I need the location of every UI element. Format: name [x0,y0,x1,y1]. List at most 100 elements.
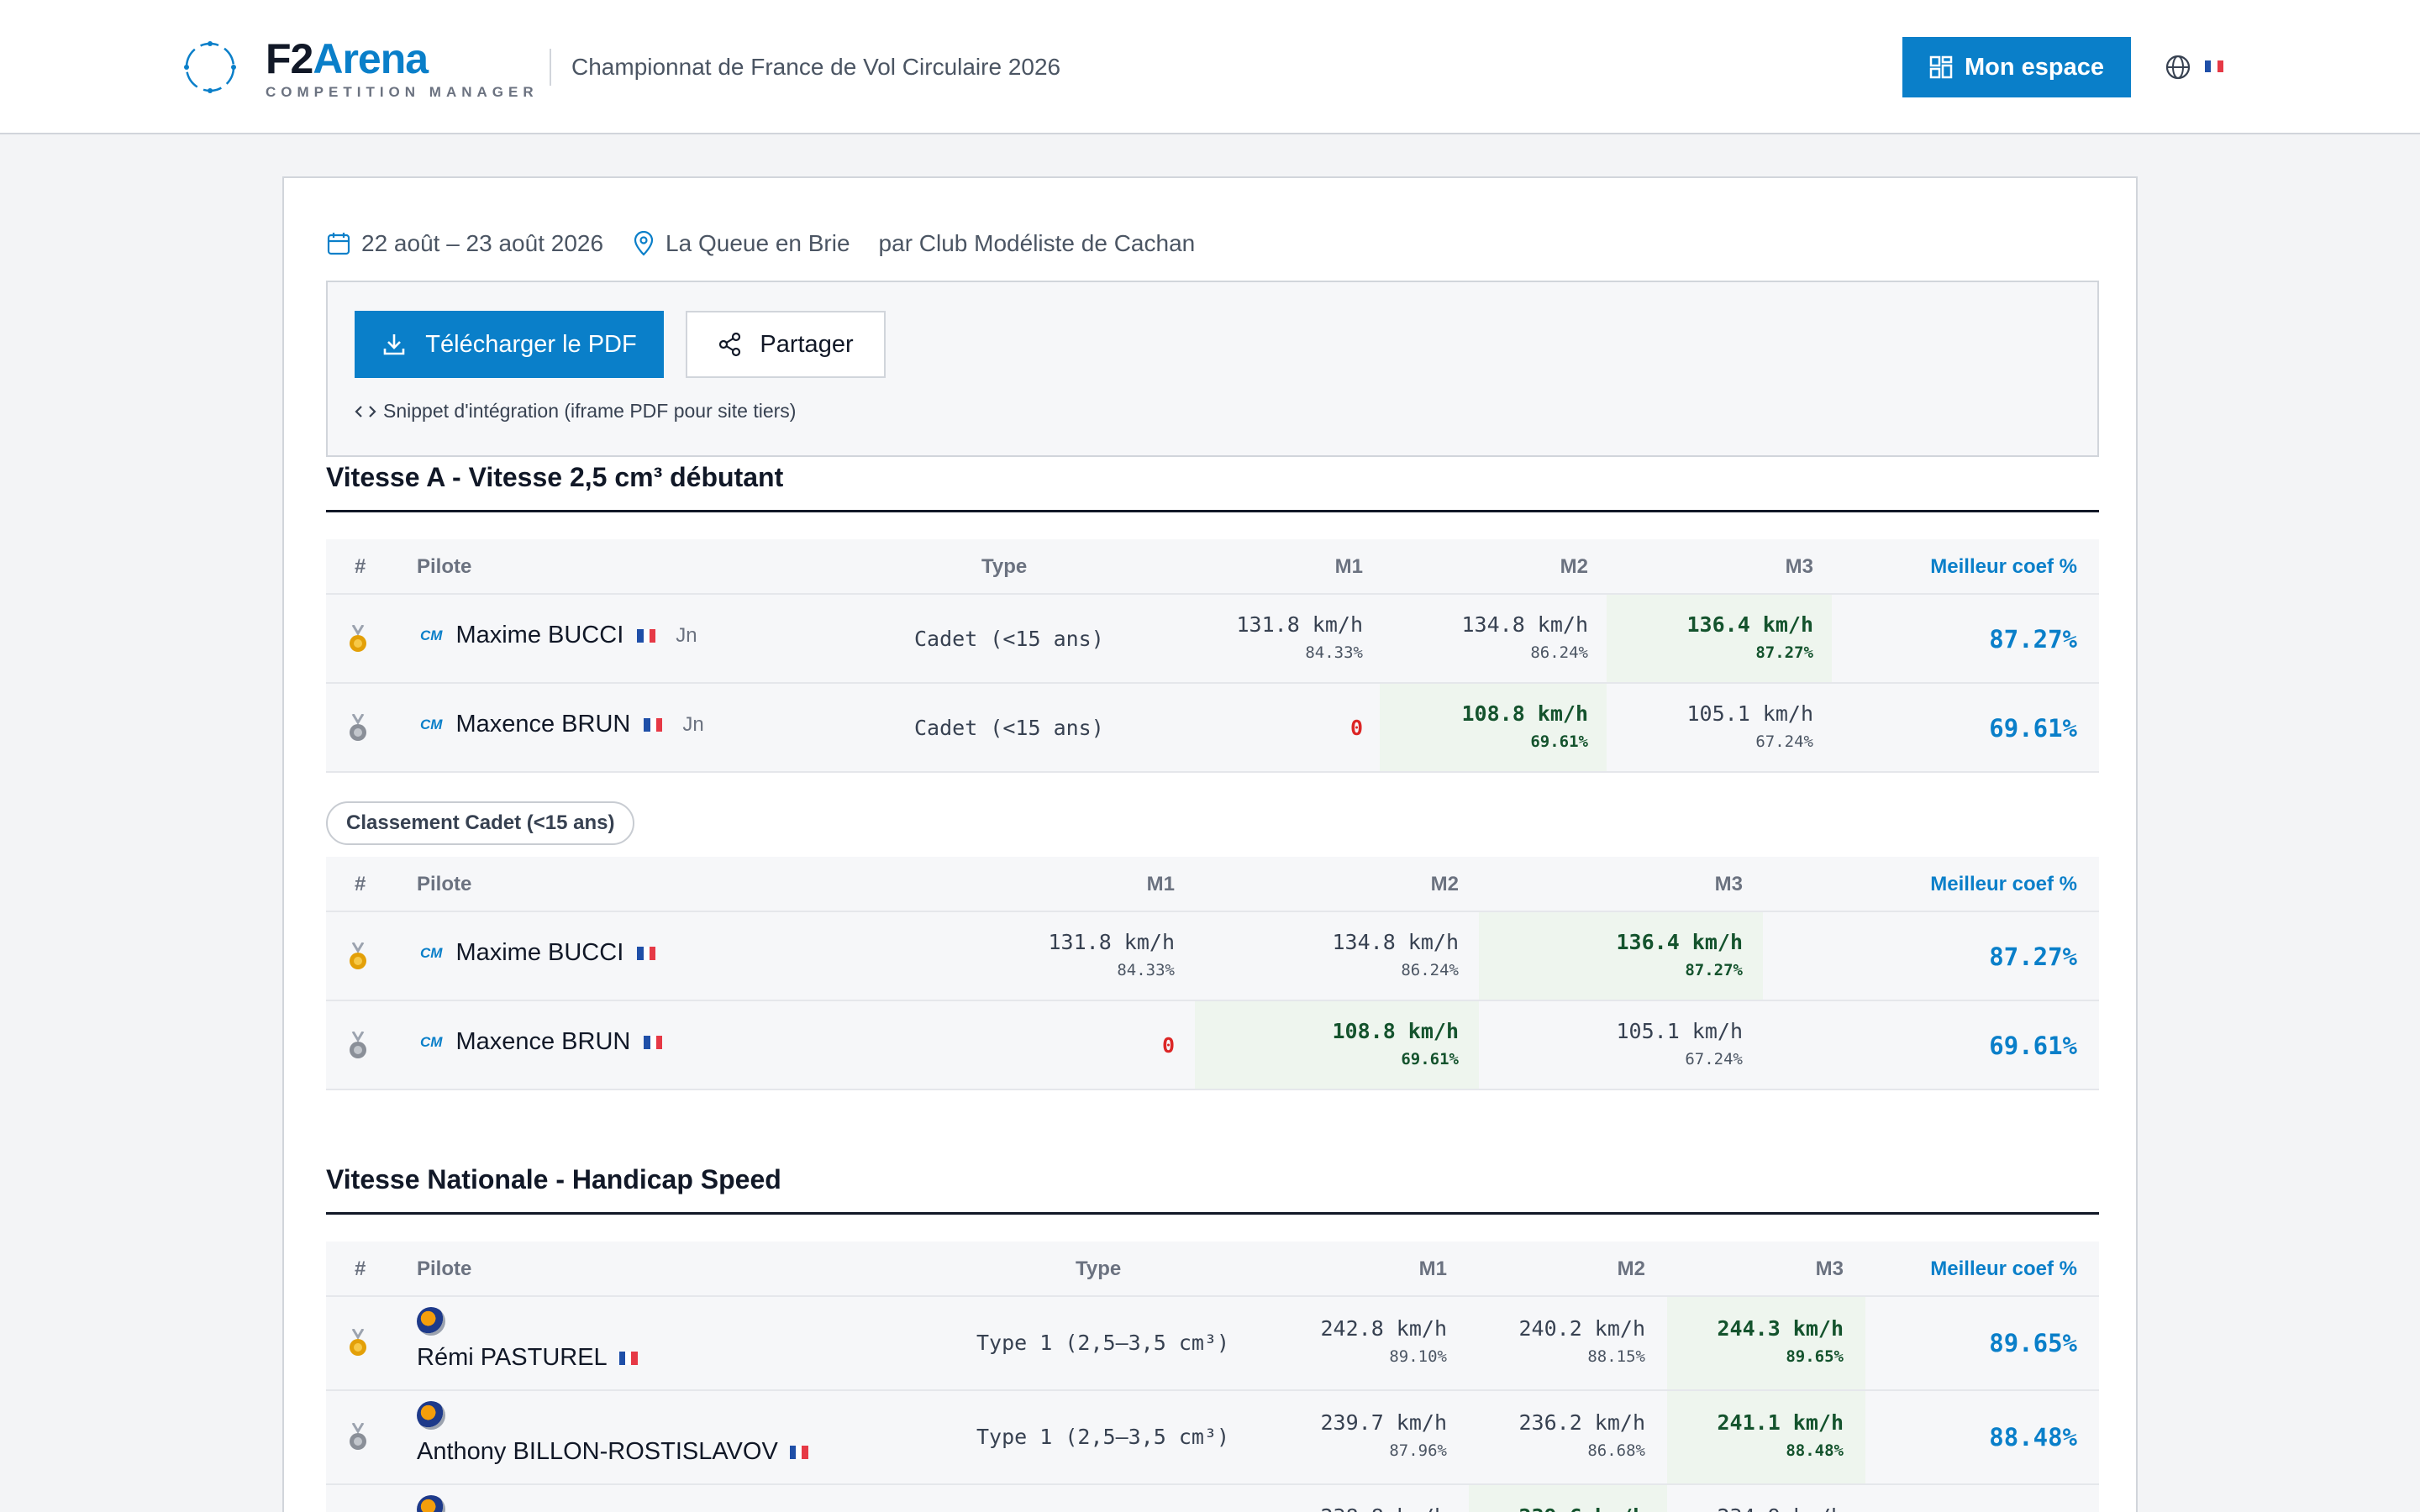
section-divider [326,510,2099,512]
share-label: Partager [760,330,854,358]
m2-cell: 108.8 km/h 69.61% [1461,701,1588,751]
pilot-name[interactable]: Maxence BRUN [455,1028,631,1055]
table-row[interactable]: Rémi PASTUREL Type 1 (2,5–3,5 cm³) 242.8… [326,1297,2099,1391]
best-coef-cell: 87.27% [1989,942,2077,971]
table-row[interactable]: CM Maxence BRUN 0 108.8 km/h 69.61% 105.1… [326,1001,2099,1090]
pilot-name[interactable]: Rémi PASTUREL [417,1344,608,1371]
section-title: Vitesse A - Vitesse 2,5 cm³ débutant [326,462,784,492]
club-logo-icon [417,1307,445,1336]
club-logo-icon [417,1495,445,1512]
col-m3: M3 [1815,1257,1844,1280]
best-coef-cell: 87.27% [1989,625,2077,654]
club-logo-icon [417,1401,445,1430]
pilot-name[interactable]: Anthony BILLON-ROSTISLAVOV [417,1438,778,1465]
share-icon [719,332,741,357]
pilot-cell: CM Maxime BUCCI Jn [420,622,697,649]
event-location: La Queue en Brie [666,230,850,256]
flag-fr-icon [637,628,656,643]
globe-icon[interactable] [2165,54,2191,81]
col-m2: M2 [1617,1257,1645,1280]
embed-snippet-toggle[interactable]: Snippet d'intégration (iframe PDF pour s… [355,400,796,423]
club-badge: CM [420,716,443,732]
m2-cell: 134.8 km/h 86.24% [1461,612,1588,662]
best-coef-cell: 69.61% [1989,1032,2077,1060]
table-row[interactable]: CM Maxime BUCCI 131.8 km/h 84.33% 134.8 k… [326,912,2099,1001]
best-coef-cell: 88.48% [1989,1423,2077,1452]
m2-cell: 134.8 km/h 86.24% [1332,930,1459,979]
map-pin-icon [634,231,654,256]
silver-medal-icon [350,714,366,741]
m1-cell: 238.8 km/h [1320,1502,1447,1512]
pilot-name[interactable]: Maxence BRUN [455,711,631,738]
best-coef-cell: 69.61% [1989,714,2077,743]
col-type: Type [981,555,1028,578]
pilot-name[interactable]: Maxime BUCCI [455,939,624,966]
best-coef-cell: 89.65% [1989,1329,2077,1357]
mon-espace-button[interactable]: Mon espace [1902,37,2131,97]
type-cell: Cadet (<15 ans) [914,627,1104,651]
type-cell: Type 1 (2,5–3,5 cm³) [976,1425,1230,1449]
download-pdf-button[interactable]: Télécharger le PDF [355,311,664,378]
club-badge: CM [420,627,443,643]
m3-cell: 241.1 km/h 88.48% [1717,1410,1844,1460]
calendar-icon [327,233,350,255]
m1-cell: 131.8 km/h 84.33% [1048,930,1175,979]
pilot-cell: Rémi PASTUREL [417,1307,638,1372]
table-header: # Pilote Type M1 M2 M3 Meilleur coef % [326,539,2099,595]
actions-panel: Télécharger le PDF Partager Snippet d'in… [326,281,2099,457]
flag-fr-icon [618,1351,638,1365]
best-run-highlight [1607,595,1832,682]
type-cell: Cadet (<15 ans) [914,716,1104,740]
embed-snippet-label: Snippet d'intégration (iframe PDF pour s… [383,400,797,422]
col-m2: M2 [1560,555,1588,578]
m1-cell: 239.7 km/h 87.96% [1320,1410,1447,1460]
col-m1: M1 [1146,873,1175,895]
m3-cell: 136.4 km/h 87.27% [1616,930,1743,979]
m2-cell: 236.2 km/h 86.68% [1518,1410,1645,1460]
table-row[interactable]: 238.8 km/h 239.6 km/h 234.9 km/h [326,1485,2099,1512]
m3-cell: 244.3 km/h 89.65% [1717,1316,1844,1366]
silver-medal-icon [350,1423,366,1450]
table-row[interactable]: CM Maxime BUCCI Jn Cadet (<15 ans) 131.8… [326,595,2099,684]
col-rank: # [355,1257,366,1280]
share-button[interactable]: Partager [686,311,886,378]
table-header: # Pilote Type M1 M2 M3 Meilleur coef % [326,1242,2099,1297]
m1-cell: 131.8 km/h 84.33% [1236,612,1363,662]
classement-cadet-pill[interactable]: Classement Cadet (<15 ans) [326,801,635,845]
category-badge: Jn [676,623,697,647]
pilot-cell: CM Maxence BRUN [420,1028,663,1056]
m3-cell: 136.4 km/h 87.27% [1686,612,1813,662]
m1-cell: 0 [1161,1033,1175,1058]
pilot-name[interactable]: Maxime BUCCI [455,622,624,648]
mon-espace-label: Mon espace [1965,53,2104,81]
silver-medal-icon [350,1032,366,1058]
brand-name: F2Arena [266,35,429,82]
table-header: # Pilote M1 M2 M3 Meilleur coef % [326,857,2099,912]
dashboard-icon [1929,55,1953,79]
event-title: Championnat de France de Vol Circulaire … [571,54,1061,80]
col-pilot: Pilote [417,873,472,895]
sub-ranking-table: # Pilote M1 M2 M3 Meilleur coef % CM Max… [326,857,2099,1090]
language-flag-fr-icon[interactable] [2205,60,2223,72]
table-row[interactable]: Anthony BILLON-ROSTISLAVOV Type 1 (2,5–3… [326,1391,2099,1485]
best-run-highlight [1195,1001,1479,1089]
best-run-highlight [1667,1297,1865,1389]
best-run-highlight [1479,912,1763,1000]
f2arena-logo-icon[interactable] [180,37,240,97]
col-pilot: Pilote [417,555,472,578]
col-type: Type [1076,1257,1122,1280]
col-m1: M1 [1334,555,1363,578]
m2-cell: 108.8 km/h 69.61% [1332,1019,1459,1068]
table-row[interactable]: CM Maxence BRUN Jn Cadet (<15 ans) 0 108… [326,684,2099,773]
m1-cell: 242.8 km/h 89.10% [1320,1316,1447,1366]
brand[interactable]: F2Arena COMPETITION MANAGER [266,37,539,101]
flag-fr-icon [644,717,663,732]
col-rank: # [355,873,366,895]
pilot-cell [417,1495,445,1512]
m2-cell: 240.2 km/h 88.15% [1518,1316,1645,1366]
best-run-highlight [1667,1391,1865,1483]
event-organizer: par Club Modéliste de Cachan [878,230,1196,256]
club-badge: CM [420,944,443,961]
col-pilot: Pilote [417,1257,472,1280]
top-header: F2Arena COMPETITION MANAGER Championnat … [0,0,2420,134]
